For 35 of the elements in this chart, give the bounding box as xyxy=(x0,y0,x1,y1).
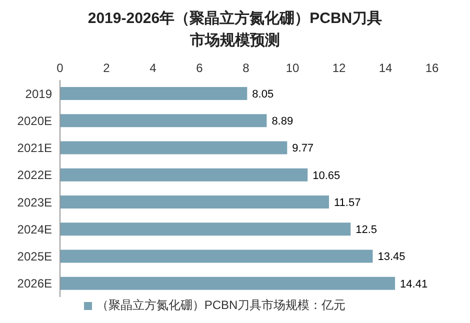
x-tick-label: 6 xyxy=(196,61,204,75)
y-tick-label: 2024E xyxy=(17,222,52,236)
y-tick-label: 2019 xyxy=(25,86,52,101)
y-tick-label: 2023E xyxy=(17,195,52,210)
bar xyxy=(60,196,330,208)
data-label: 8.05 xyxy=(252,88,274,100)
y-tick-label: 2020E xyxy=(17,114,52,128)
bar xyxy=(60,276,396,290)
data-label: 12.5 xyxy=(356,224,378,236)
data-label: 10.65 xyxy=(312,170,340,182)
y-tick-label: 2026E xyxy=(17,276,52,291)
x-tick-label: 8 xyxy=(242,61,250,75)
bar xyxy=(60,141,288,154)
y-tick-label: 2022E xyxy=(17,168,52,182)
legend-label: （聚晶立方氮化硼）PCBN刀具市场规模：亿元 xyxy=(96,298,346,312)
x-tick-label: 4 xyxy=(150,61,157,75)
data-label: 14.41 xyxy=(400,278,428,290)
data-label: 13.45 xyxy=(378,251,406,264)
data-label: 11.57 xyxy=(334,196,361,209)
data-label: 9.77 xyxy=(292,142,314,155)
chart-title: 2019-2026年（聚晶立方氮化硼）PCBN刀具市场规模预测 xyxy=(86,9,384,51)
x-tick-label: 14 xyxy=(378,61,392,75)
x-tick-label: 0 xyxy=(56,61,64,75)
y-tick-label: 2021E xyxy=(17,141,52,156)
bar xyxy=(60,168,308,182)
x-tick-label: 2 xyxy=(103,61,110,75)
x-tick-label: 10 xyxy=(286,61,300,75)
bar xyxy=(60,114,267,128)
bar xyxy=(60,222,351,236)
data-label: 8.89 xyxy=(272,116,294,128)
x-tick-label: 12 xyxy=(332,61,346,75)
y-tick-label: 2025E xyxy=(17,250,52,264)
bar xyxy=(60,87,248,100)
bar xyxy=(60,250,373,263)
x-tick-label: 16 xyxy=(425,61,439,75)
